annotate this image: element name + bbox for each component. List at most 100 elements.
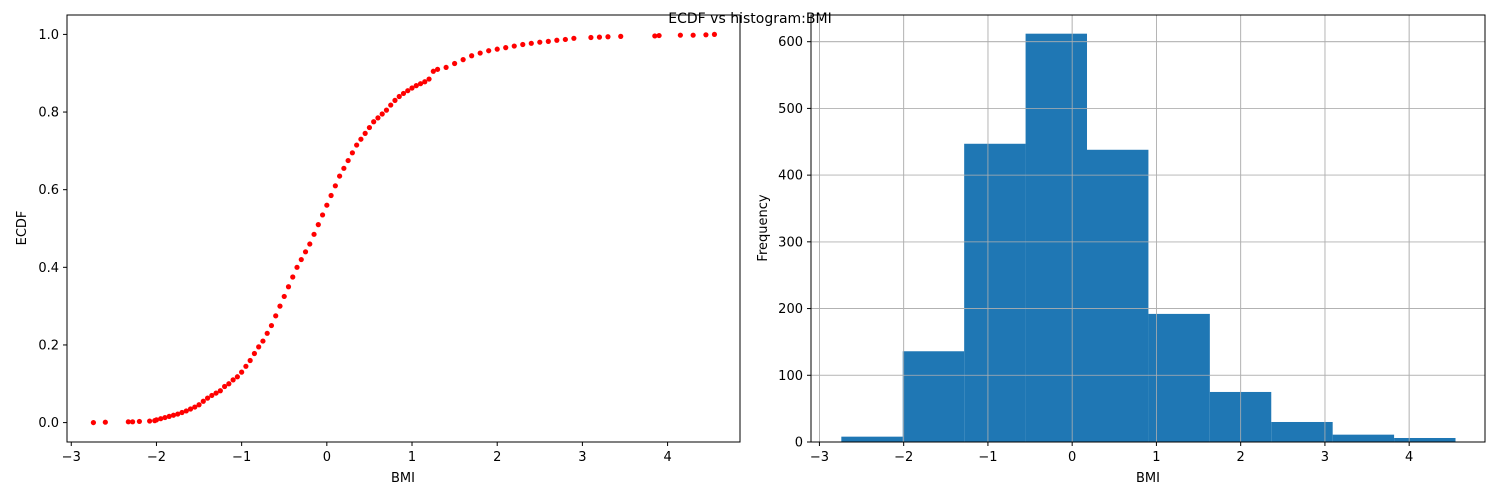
ecdf-data-point <box>486 48 492 54</box>
ecdf-data-point <box>281 293 287 300</box>
ecdf-data-point <box>618 33 624 39</box>
ecdf-data-point <box>383 107 390 113</box>
ecdf-data-point <box>213 390 219 396</box>
ecdf-y-tick-label: 1.0 <box>38 28 59 43</box>
histogram-x-tick-label: −1 <box>978 450 997 465</box>
ecdf-data-point <box>409 85 415 91</box>
ecdf-axes: −3 −2 −1 0 1 2 3 4 0.0 0.2 0.4 0.6 0.8 1.0 BMI ECDF <box>15 14 741 486</box>
ecdf-data-point <box>596 34 603 40</box>
ecdf-data-point <box>400 90 407 97</box>
ecdf-data-point <box>388 102 394 108</box>
ecdf-data-point <box>690 32 696 38</box>
histogram-y-axis-label: Frequency <box>756 194 771 261</box>
histogram-bar <box>1394 437 1456 442</box>
ecdf-data-point <box>102 419 108 425</box>
histogram-bar <box>1148 313 1210 442</box>
histogram-x-tick-label: 4 <box>1405 450 1413 465</box>
ecdf-x-tick-label: 3 <box>578 450 586 465</box>
ecdf-x-tick-label: −1 <box>232 450 251 465</box>
histogram-bar <box>1332 434 1395 442</box>
ecdf-data-point <box>656 32 662 39</box>
ecdf-data-point <box>366 124 373 131</box>
ecdf-data-point <box>677 32 683 38</box>
ecdf-data-point <box>405 88 411 94</box>
ecdf-data-point <box>528 40 534 46</box>
ecdf-data-point <box>136 418 143 425</box>
ecdf-data-point <box>260 338 266 344</box>
histogram-bar <box>1025 33 1088 443</box>
ecdf-data-point <box>337 173 343 179</box>
ecdf-data-point <box>511 43 517 49</box>
ecdf-data-point <box>562 36 568 43</box>
ecdf-y-tick-label: 0.2 <box>38 338 59 353</box>
histogram-bar <box>1271 421 1333 442</box>
ecdf-data-point <box>392 97 398 103</box>
histogram-x-axis-label: BMI <box>1136 471 1160 486</box>
ecdf-data-point <box>196 402 202 408</box>
ecdf-data-point <box>345 157 351 164</box>
ecdf-data-point <box>477 50 483 56</box>
ecdf-data-point <box>179 409 185 416</box>
ecdf-data-point <box>192 404 198 410</box>
ecdf-y-tick-label: 0.0 <box>38 416 59 431</box>
ecdf-data-point <box>125 419 131 425</box>
histogram-x-tick-label: 1 <box>1152 450 1160 465</box>
histogram-bar <box>902 351 965 442</box>
ecdf-data-point <box>222 383 228 390</box>
ecdf-y-tick-label: 0.4 <box>38 261 59 276</box>
ecdf-data-point <box>217 388 223 394</box>
ecdf-data-point <box>234 374 240 380</box>
ecdf-data-point <box>520 41 526 48</box>
ecdf-data-point <box>170 412 177 418</box>
ecdf-data-point <box>349 150 355 156</box>
ecdf-x-tick-label: −3 <box>62 450 81 465</box>
ecdf-data-point <box>315 222 321 228</box>
ecdf-data-point <box>285 284 292 290</box>
ecdf-data-point <box>545 38 551 44</box>
ecdf-data-point <box>460 57 466 63</box>
ecdf-x-tick-label: 4 <box>663 450 671 465</box>
ecdf-x-tick-label: 1 <box>408 450 416 465</box>
ecdf-data-point <box>251 350 258 357</box>
histogram-x-tick-label: 0 <box>1068 450 1076 465</box>
ecdf-data-point <box>204 395 211 401</box>
histogram-bar <box>964 143 1026 442</box>
ecdf-data-point <box>226 381 232 387</box>
ecdf-data-point <box>588 34 594 41</box>
ecdf-y-axis-label: ECDF <box>15 211 30 246</box>
ecdf-data-point <box>652 33 658 39</box>
ecdf-data-point <box>200 398 206 404</box>
ecdf-data-point <box>341 165 347 171</box>
histogram-y-tick-label: 300 <box>778 235 803 250</box>
figure-title: ECDF vs histogram:BMI <box>668 11 831 27</box>
ecdf-data-point <box>358 136 364 142</box>
ecdf-data-point <box>247 357 253 364</box>
ecdf-data-point <box>703 32 709 38</box>
ecdf-data-point <box>273 313 279 319</box>
ecdf-data-point <box>90 419 97 426</box>
histogram-bar <box>841 436 903 442</box>
ecdf-x-axis-label: BMI <box>391 471 415 486</box>
ecdf-data-point <box>166 413 172 419</box>
ecdf-data-point <box>298 256 304 263</box>
ecdf-data-point <box>175 411 181 417</box>
ecdf-data-point <box>290 274 296 280</box>
ecdf-data-point <box>311 231 317 237</box>
histogram-bar <box>1087 149 1149 442</box>
ecdf-data-point <box>332 183 338 189</box>
ecdf-data-point <box>147 418 153 424</box>
ecdf-x-tick-label: 2 <box>493 450 501 465</box>
ecdf-data-point <box>375 115 381 121</box>
ecdf-data-point <box>413 83 419 89</box>
ecdf-data-point <box>307 241 313 247</box>
ecdf-data-point <box>268 322 275 329</box>
ecdf-data-point <box>239 369 245 375</box>
histogram-axes-frame <box>810 14 1486 443</box>
ecdf-data-point <box>417 81 424 87</box>
ecdf-data-point <box>209 392 215 399</box>
ecdf-data-point <box>605 34 611 40</box>
ecdf-x-tick-label: −2 <box>147 450 166 465</box>
histogram-y-tick-label: 0 <box>795 436 803 451</box>
ecdf-data-point <box>554 37 560 43</box>
